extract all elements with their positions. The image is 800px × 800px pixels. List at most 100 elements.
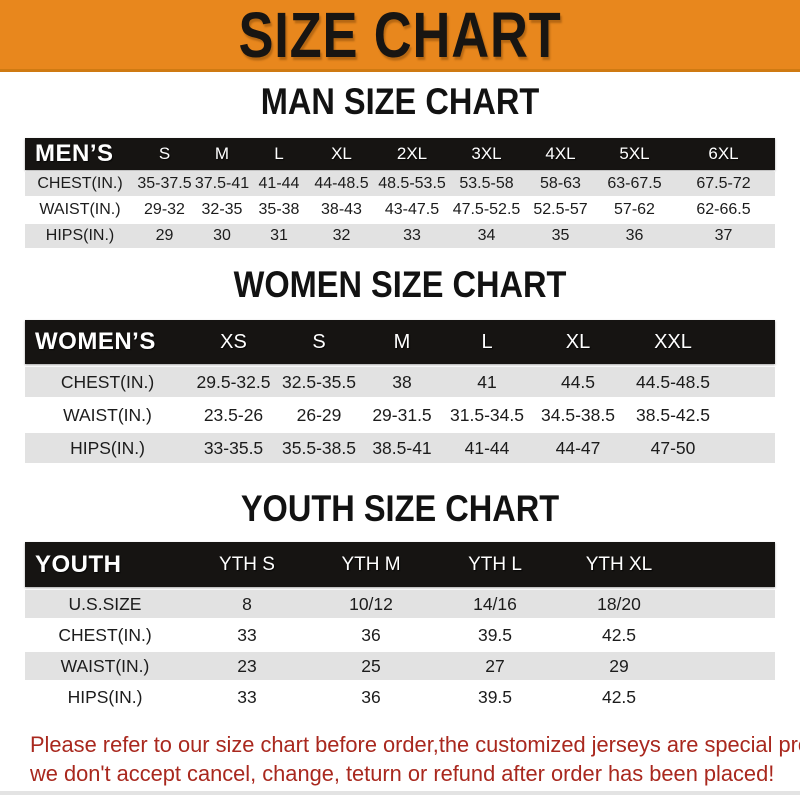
table-row: WAIST(IN.) 29-32 32-35 35-38 38-43 43-47.5 47.… bbox=[25, 198, 775, 222]
size-cell: 41 bbox=[477, 371, 497, 392]
youth-section-title: YOUTH SIZE CHART bbox=[240, 488, 560, 529]
size-cell: 23.5-26 bbox=[203, 404, 264, 425]
size-cell: 42.5 bbox=[601, 624, 637, 645]
table-header-label: WOMEN’S bbox=[35, 328, 156, 355]
size-cell: 38 bbox=[392, 371, 412, 392]
size-cell: 67.5-72 bbox=[696, 175, 751, 192]
size-cell: 48.5-53.5 bbox=[378, 175, 446, 192]
size-cell: 34 bbox=[477, 227, 496, 244]
page-title: SIZE CHART bbox=[238, 0, 562, 71]
size-cell: 38.5-41 bbox=[372, 437, 432, 458]
size-cell: 63-67.5 bbox=[607, 175, 662, 192]
row-label: HIPS(IN.) bbox=[45, 227, 115, 244]
size-cell: 41-44 bbox=[464, 437, 510, 458]
size-cell: 35.5-38.5 bbox=[282, 437, 356, 458]
column-header: YTH M bbox=[341, 553, 401, 575]
table-row: WAIST(IN.) 23.5-26 26-29 29-31.5 31.5-34.5 34… bbox=[25, 400, 775, 430]
size-cell: 33-35.5 bbox=[203, 437, 264, 458]
table-row: HIPS(IN.) 33-35.5 35.5-38.5 38.5-41 41-44 44-… bbox=[25, 433, 775, 463]
column-header: XXL bbox=[654, 330, 692, 353]
size-cell: 37.5-41 bbox=[194, 175, 250, 192]
column-header: M bbox=[393, 330, 411, 353]
column-header: 3XL bbox=[471, 144, 502, 163]
banner: SIZE CHART bbox=[0, 0, 800, 72]
size-cell: 47-50 bbox=[650, 437, 696, 458]
size-cell: 39.5 bbox=[477, 624, 513, 645]
row-label: HIPS(IN.) bbox=[70, 437, 145, 458]
row-label: CHEST(IN.) bbox=[60, 371, 155, 392]
size-cell: 41-44 bbox=[258, 175, 300, 192]
size-cell: 29.5-32.5 bbox=[196, 371, 271, 392]
section-men: MAN SIZE CHART MEN’S S M L XL 2XL 3XL 4XL 5XL 6XL… bbox=[0, 83, 800, 248]
size-cell: 14/16 bbox=[473, 593, 517, 614]
size-cell: 29-32 bbox=[144, 201, 185, 218]
size-cell: 18/20 bbox=[597, 593, 641, 614]
youth-table-header: YOUTH YTH S YTH M YTH L YTH XL bbox=[25, 542, 775, 587]
column-header: XL bbox=[331, 144, 352, 163]
table-header-label: MEN’S bbox=[35, 140, 114, 167]
size-cell: 8 bbox=[242, 593, 252, 614]
disclaimer-line-1: Please refer to our size chart before or… bbox=[30, 732, 800, 757]
size-cell: 31 bbox=[270, 227, 288, 244]
disclaimer-line-2: we don't accept cancel, change, teturn o… bbox=[30, 761, 775, 786]
size-cell: 32-35 bbox=[201, 201, 243, 218]
women-section-title: WOMEN SIZE CHART bbox=[233, 264, 567, 305]
size-cell: 33 bbox=[237, 686, 257, 707]
size-cell: 42.5 bbox=[601, 686, 637, 707]
size-cell: 39.5 bbox=[477, 686, 513, 707]
size-cell: 29 bbox=[155, 227, 174, 244]
size-cell: 35 bbox=[551, 227, 570, 244]
column-header: 5XL bbox=[619, 144, 650, 163]
column-header: YTH S bbox=[219, 553, 275, 575]
size-cell: 29-31.5 bbox=[372, 404, 432, 425]
table-row: HIPS(IN.) 29 30 31 32 33 34 35 36 37 bbox=[25, 224, 775, 248]
size-cell: 47.5-52.5 bbox=[452, 201, 521, 218]
size-cell: 25 bbox=[361, 655, 381, 676]
column-header: 6XL bbox=[708, 144, 739, 163]
size-cell: 53.5-58 bbox=[459, 175, 514, 192]
size-cell: 33 bbox=[237, 624, 257, 645]
size-cell: 44.5-48.5 bbox=[636, 371, 710, 392]
column-header: M bbox=[214, 144, 230, 163]
size-cell: 38.5-42.5 bbox=[636, 404, 710, 425]
size-cell: 32.5-35.5 bbox=[282, 371, 356, 392]
size-cell: 36 bbox=[361, 686, 381, 707]
column-header: L bbox=[481, 330, 493, 353]
size-cell: 31.5-34.5 bbox=[450, 404, 524, 425]
size-cell: 30 bbox=[213, 227, 231, 244]
section-youth: YOUTH SIZE CHART YOUTH YTH S YTH M YTH L YTH… bbox=[0, 488, 800, 711]
row-label: HIPS(IN.) bbox=[67, 686, 143, 707]
men-table-header: MEN’S S M L XL 2XL 3XL 4XL 5XL 6XL bbox=[25, 138, 775, 170]
column-header: S bbox=[312, 330, 326, 353]
row-label: WAIST(IN.) bbox=[60, 655, 150, 676]
size-cell: 32 bbox=[332, 227, 351, 244]
table-row: CHEST(IN.) 29.5-32.5 32.5-35.5 38 41 44.5 44.5… bbox=[25, 367, 775, 397]
table-row: WAIST(IN.) 23 25 27 29 bbox=[25, 652, 775, 680]
size-cell: 33 bbox=[403, 227, 421, 244]
disclaimer-note: Please refer to our size chart before or… bbox=[30, 730, 800, 788]
table-row: CHEST(IN.) 33 36 39.5 42.5 bbox=[25, 621, 775, 649]
size-cell: 36 bbox=[361, 624, 381, 645]
column-header: YTH XL bbox=[585, 553, 653, 575]
size-cell: 35-37.5 bbox=[137, 175, 192, 192]
size-cell: 10/12 bbox=[349, 593, 393, 614]
size-cell: 26-29 bbox=[296, 404, 342, 425]
size-cell: 34.5-38.5 bbox=[541, 404, 615, 425]
column-header: 2XL bbox=[396, 144, 428, 163]
table-row: CHEST(IN.) 35-37.5 37.5-41 41-44 44-48.5 48.5… bbox=[25, 172, 775, 196]
row-label: WAIST(IN.) bbox=[39, 201, 121, 218]
column-header: XL bbox=[565, 330, 591, 353]
table-row: HIPS(IN.) 33 36 39.5 42.5 bbox=[25, 683, 775, 711]
section-women: WOMEN SIZE CHART WOMEN’S XS S M L XL XXL CHEST… bbox=[0, 264, 800, 463]
column-header: 4XL bbox=[545, 144, 576, 163]
column-header: S bbox=[158, 144, 171, 163]
size-cell: 29 bbox=[609, 655, 629, 676]
size-cell: 37 bbox=[714, 227, 733, 244]
bottom-edge bbox=[0, 791, 800, 795]
row-label: WAIST(IN.) bbox=[63, 404, 152, 425]
women-size-table: WOMEN’S XS S M L XL XXL CHEST(IN.) 29.5-32.5 32.… bbox=[25, 320, 775, 463]
size-cell: 36 bbox=[625, 227, 644, 244]
row-label: CHEST(IN.) bbox=[58, 624, 152, 645]
row-label: U.S.SIZE bbox=[68, 593, 142, 614]
